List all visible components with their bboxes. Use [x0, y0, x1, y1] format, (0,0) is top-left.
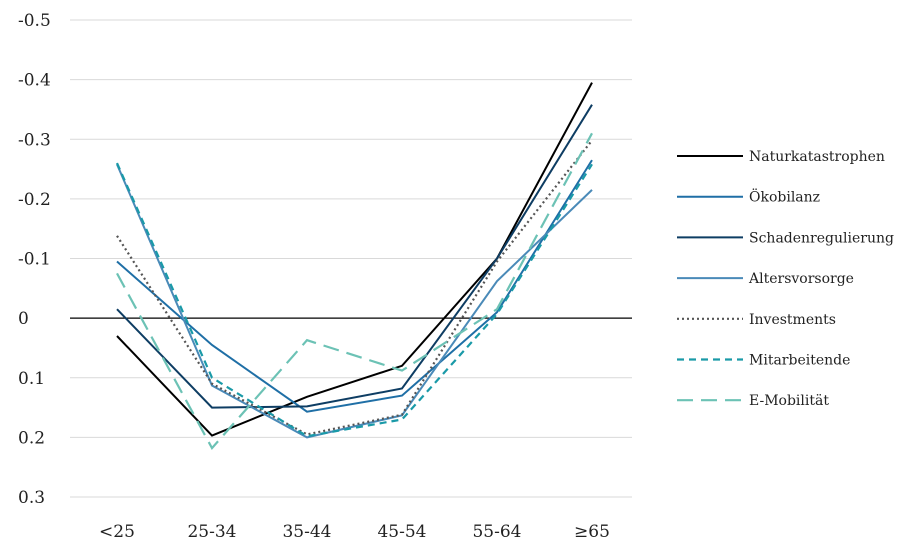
- x-tick-label: ≥65: [574, 522, 610, 542]
- series-line-mitarbeitende: [115, 162, 593, 438]
- legend: Naturkatastrophen Ökobilanz Schadenregulie…: [677, 149, 894, 409]
- legend-label: Ökobilanz: [749, 188, 820, 206]
- series-line-schadenregulierung: [116, 104, 593, 409]
- y-tick-label: 0.2: [18, 428, 45, 448]
- legend-label: Altersvorsorge: [748, 271, 854, 287]
- legend-label: Naturkatastrophen: [749, 149, 885, 165]
- y-tick-label: -0.3: [18, 130, 51, 150]
- legend-label: Investments: [749, 312, 836, 328]
- y-tick-label: -0.1: [18, 250, 51, 270]
- legend-label: Schadenregulierung: [749, 230, 894, 246]
- x-tick-label: 25-34: [187, 522, 236, 542]
- y-tick-label: 0.3: [18, 488, 45, 508]
- series-line-investments: [116, 139, 593, 436]
- series-line-e-mobilität: [116, 132, 593, 451]
- y-tick-label: -0.2: [18, 190, 51, 210]
- x-tick-label: <25: [99, 522, 135, 542]
- legend-label: E-Mobilität: [749, 393, 829, 409]
- x-axis-tick-labels: <25 25-34 35-44 45-54 55-64 ≥65: [99, 522, 610, 542]
- y-tick-label: -0.5: [18, 11, 51, 31]
- series-lines: [115, 82, 593, 451]
- x-tick-label: 35-44: [282, 522, 331, 542]
- x-tick-label: 45-54: [377, 522, 426, 542]
- series-line-altersvorsorge: [116, 163, 593, 439]
- y-tick-label: 0.1: [18, 369, 45, 389]
- grid-lines: [70, 19, 632, 498]
- legend-label: Mitarbeitende: [749, 353, 850, 369]
- y-axis-tick-labels: -0.5 -0.4 -0.3 -0.2 -0.1 0 0.1 0.2 0.3: [18, 11, 51, 508]
- y-tick-label: 0: [18, 309, 29, 329]
- y-tick-label: -0.4: [18, 71, 51, 91]
- series-line-naturkatastrophen: [116, 82, 593, 437]
- series-line-ökobilanz: [116, 159, 593, 413]
- x-tick-label: 55-64: [472, 522, 521, 542]
